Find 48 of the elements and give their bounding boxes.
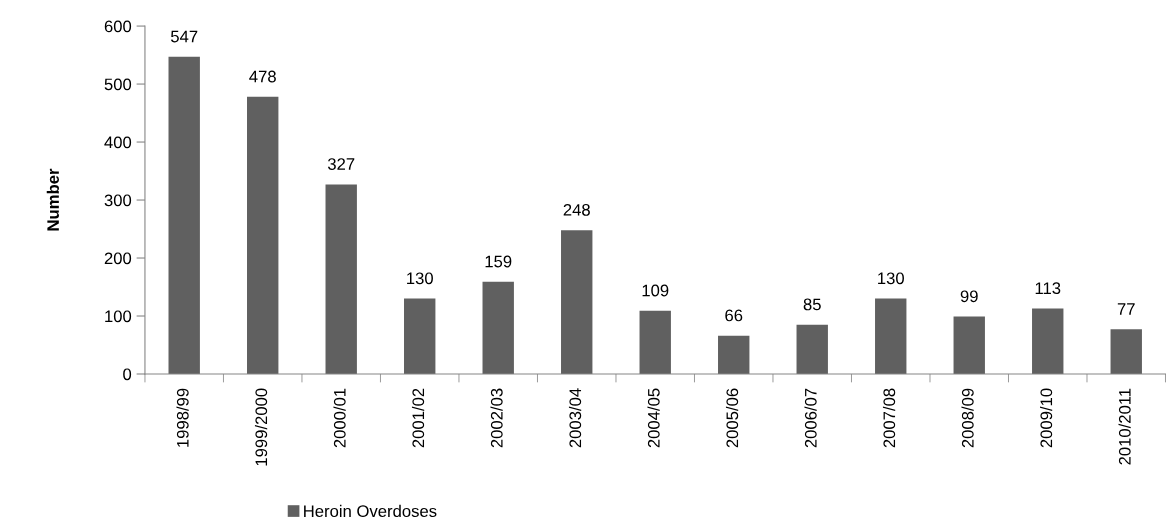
legend-label: Heroin Overdoses <box>304 504 437 518</box>
data-label: 66 <box>725 309 743 322</box>
data-label: 159 <box>485 255 512 268</box>
y-tick-label: 400 <box>104 136 132 149</box>
y-tick-label: 0 <box>123 368 132 381</box>
bar <box>325 184 357 374</box>
bar <box>953 316 985 374</box>
data-label: 248 <box>563 203 590 216</box>
x-tick-label: 2004/05 <box>647 388 660 448</box>
bar <box>639 310 671 374</box>
y-axis-title: Number <box>46 168 59 231</box>
bar <box>247 96 279 374</box>
x-tick-label: 2001/02 <box>411 388 425 448</box>
x-tick-label: 2000/01 <box>333 388 346 448</box>
data-label: 547 <box>170 30 198 43</box>
bar <box>404 298 436 374</box>
x-tick-label: 2002/03 <box>490 388 503 448</box>
bar <box>561 230 593 374</box>
data-label: 478 <box>249 70 276 83</box>
y-tick-label: 100 <box>105 310 132 323</box>
bar <box>796 324 828 374</box>
data-label: 113 <box>1035 282 1061 295</box>
bar <box>718 335 750 374</box>
y-tick-label: 500 <box>104 78 132 91</box>
bar <box>875 298 907 374</box>
x-tick-label: 2003/04 <box>568 388 582 448</box>
y-tick-label: 200 <box>104 252 132 265</box>
x-tick-label: 1998/99 <box>176 388 189 447</box>
data-label: 85 <box>803 298 821 311</box>
y-tick-label: 300 <box>104 194 132 207</box>
bar <box>1032 308 1064 374</box>
x-tick-label: 2005/06 <box>725 388 739 448</box>
x-tick-label: 2007/08 <box>882 388 896 448</box>
data-label: 130 <box>878 272 904 285</box>
bar <box>1110 329 1142 374</box>
x-tick-label: 2009/10 <box>1039 388 1053 448</box>
bar <box>168 56 200 374</box>
y-tick-label: 600 <box>104 20 132 33</box>
data-label: 77 <box>1117 303 1135 315</box>
x-tick-label: 2008/09 <box>961 388 974 448</box>
data-label: 99 <box>960 290 978 303</box>
x-tick-label: 2006/07 <box>804 388 817 448</box>
data-label: 109 <box>642 284 669 297</box>
x-tick-label: 2010/2011 <box>1118 388 1131 465</box>
data-label: 130 <box>407 272 433 285</box>
bar <box>482 281 514 374</box>
x-tick-label: 1999/2000 <box>254 388 268 466</box>
data-label: 327 <box>327 158 355 170</box>
